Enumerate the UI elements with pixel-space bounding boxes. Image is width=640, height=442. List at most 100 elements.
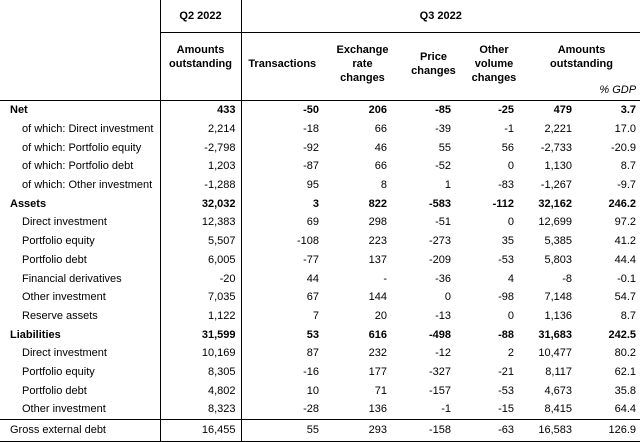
- value-cell: 20: [374, 309, 387, 322]
- value-cell: 5,803: [544, 253, 572, 266]
- table-row: Net 433 -50 206 -85 -25 479 3.7: [0, 100, 640, 120]
- header-row: Q2 2022 Q3 2022: [0, 0, 640, 33]
- value-cell: 242.5: [608, 328, 637, 341]
- value-cell: 616: [368, 328, 387, 341]
- value-cell: -1,288: [160, 175, 242, 195]
- value-cell: 246.2: [608, 197, 637, 210]
- value-cell: -15: [498, 403, 514, 416]
- period-header: Q3 2022: [241, 0, 640, 33]
- value-cell: 7,148: [544, 291, 572, 304]
- value-cell: -20: [160, 269, 242, 288]
- value-cell: -83: [498, 179, 514, 192]
- table-row: Portfolio equity 5,507 -108 223 -273 35 5,385 4…: [0, 231, 640, 251]
- header-row: Amounts outstanding Transactions Exchang…: [0, 32, 640, 101]
- value-cell: -77: [303, 253, 319, 266]
- column-header-text: Amounts outstanding: [550, 44, 613, 70]
- value-cell: -28: [303, 403, 319, 416]
- value-cell: 6,005: [160, 250, 242, 270]
- value-cell: -1,267: [540, 179, 572, 192]
- value-cell: 62.1: [614, 365, 637, 378]
- value-cell: 41.2: [614, 235, 637, 248]
- value-cell: 44: [306, 272, 319, 285]
- value-cell: -92: [303, 141, 319, 154]
- value-cell: -157: [428, 384, 451, 397]
- table-row: Other investment 8,323 -28 136 -1 -15 8,415 64.…: [0, 400, 640, 420]
- value-cell: 35: [501, 235, 514, 248]
- value-cell: -18: [303, 123, 319, 136]
- table-row: Gross external debt 16,455 55 293 -158 -63 16,…: [0, 418, 640, 442]
- value-cell: -0.1: [617, 272, 637, 285]
- value-cell: -52: [435, 160, 451, 173]
- value-cell: 1,203: [160, 157, 242, 176]
- value-cell: 479: [553, 104, 572, 117]
- value-cell: -273: [428, 235, 451, 248]
- value-cell: 95: [306, 179, 319, 192]
- value-cell: 4: [507, 272, 514, 285]
- value-cell: 206: [368, 104, 387, 117]
- value-cell: 2: [507, 347, 514, 360]
- value-cell: 7,035: [160, 287, 242, 307]
- table-row: Portfolio debt 4,802 10 71 -157 -53 4,673 35.8: [0, 381, 640, 400]
- row-label: Portfolio equity: [0, 231, 161, 251]
- value-cell: 177: [368, 365, 387, 378]
- value-cell: -209: [428, 253, 451, 266]
- value-cell: 16,455: [160, 418, 242, 442]
- value-cell: 46: [374, 141, 387, 154]
- value-cell: -9.7: [617, 179, 637, 192]
- table-row: of which: Direct investment 2,214 -18 66 -39…: [0, 119, 640, 139]
- table-row: of which: Portfolio equity -2,798 -92 46 55 5…: [0, 138, 640, 158]
- row-label: of which: Other investment: [0, 175, 161, 195]
- unit-label: % GDP: [599, 84, 637, 96]
- value-cell: 137: [368, 253, 387, 266]
- value-cell: 87: [306, 347, 319, 360]
- value-cell: 32,162: [538, 197, 572, 210]
- value-cell: -63: [465, 418, 523, 442]
- value-cell: 16,583: [523, 418, 600, 442]
- value-cell: 8.7: [620, 160, 637, 173]
- row-label: Portfolio debt: [0, 381, 161, 400]
- value-cell: -112: [492, 197, 514, 210]
- table-row: Assets 32,032 3 822 -583 -112 32,162 246.2: [0, 194, 640, 214]
- value-cell: -2,798: [160, 138, 242, 158]
- table-row: Portfolio debt 6,005 -77 137 -209 -53 5,803 44.…: [0, 250, 640, 270]
- value-cell: 55: [438, 141, 451, 154]
- value-cell: 7: [312, 309, 319, 322]
- value-cell: 433: [160, 100, 242, 120]
- table-row: Liabilities 31,599 53 616 -498 -88 31,683 242.5: [0, 325, 640, 344]
- table-row: of which: Other investment -1,288 95 8 1 -83 -…: [0, 175, 640, 195]
- value-cell: 2,214: [160, 119, 242, 139]
- value-cell: 5,385: [544, 235, 572, 248]
- value-cell: -13: [435, 309, 451, 322]
- table-row: of which: Portfolio debt 1,203 -87 66 -52 0 1,…: [0, 157, 640, 176]
- value-cell: 8,415: [544, 403, 572, 416]
- column-header: Exchange rate changes: [323, 32, 402, 101]
- value-cell: 64.4: [614, 403, 637, 416]
- value-cell: 44.4: [614, 253, 637, 266]
- value-cell: -327: [428, 365, 451, 378]
- value-cell: 8,305: [160, 362, 242, 382]
- value-cell: 0: [507, 309, 514, 322]
- value-cell: -12: [435, 347, 451, 360]
- value-cell: -98: [498, 291, 514, 304]
- value-cell: -498: [428, 328, 451, 341]
- value-cell: 822: [368, 197, 387, 210]
- row-label: Portfolio equity: [0, 362, 161, 382]
- table-body: Net 433 -50 206 -85 -25 479 3.7 of which: Direct…: [0, 100, 640, 442]
- value-cell: -53: [498, 384, 514, 397]
- table-row: Financial derivatives -20 44 - -36 4 -8 -0.1: [0, 269, 640, 288]
- value-cell: -36: [435, 272, 451, 285]
- value-cell: 8,117: [545, 365, 572, 378]
- value-cell: 2,221: [544, 123, 572, 136]
- value-cell: -2,733: [540, 141, 572, 154]
- value-cell: 1,130: [544, 160, 572, 173]
- value-cell: 136: [368, 403, 387, 416]
- value-cell: 4,673: [544, 384, 572, 397]
- value-cell: 1,122: [160, 306, 242, 326]
- value-cell: 144: [368, 291, 387, 304]
- row-label: Other investment: [0, 287, 161, 307]
- column-header: Price changes: [402, 32, 465, 101]
- value-cell: -88: [498, 328, 514, 341]
- table-header: Q2 2022 Q3 2022 Amounts outstanding Tran…: [0, 0, 640, 101]
- value-cell: 0: [507, 216, 514, 229]
- value-cell: 293: [323, 418, 402, 442]
